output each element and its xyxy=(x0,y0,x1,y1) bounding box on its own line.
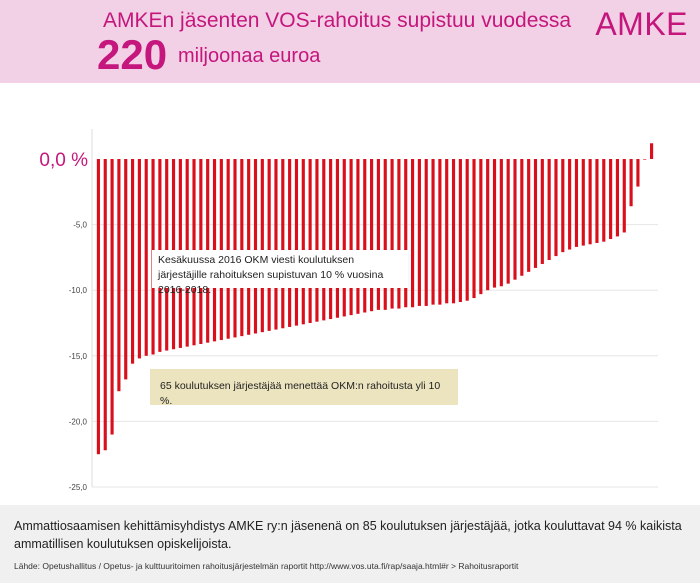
y-tick-label: -5,0 xyxy=(73,221,87,230)
bar xyxy=(308,159,312,323)
y-tick-label: -20,0 xyxy=(69,417,88,426)
bar xyxy=(356,159,360,314)
bar xyxy=(410,159,415,308)
note-okm-announcement: Kesäkuussa 2016 OKM viesti koulutuksen j… xyxy=(152,250,408,296)
bar xyxy=(602,159,606,242)
bar xyxy=(335,159,340,318)
bar xyxy=(615,159,620,237)
header-unit: miljoonaa euroa xyxy=(178,45,321,67)
y-tick-label: 0,0 % xyxy=(39,150,88,171)
bar xyxy=(329,159,333,320)
bar xyxy=(219,159,223,341)
header-banner: AMKEn jäsenten VOS-rahoitus supistuu vuo… xyxy=(0,0,700,83)
bar xyxy=(527,159,531,272)
bar xyxy=(137,159,141,359)
y-tick-label: -15,0 xyxy=(69,352,88,361)
bar xyxy=(240,159,244,337)
bar xyxy=(424,159,428,306)
bar xyxy=(554,159,558,257)
bar xyxy=(370,159,374,312)
bar xyxy=(349,159,353,316)
bar xyxy=(288,159,292,327)
bar xyxy=(96,159,100,455)
bar xyxy=(438,159,442,305)
bar xyxy=(110,159,114,435)
bar xyxy=(226,159,230,339)
bar xyxy=(363,159,367,313)
footer-source: Lähde: Opetushallitus / Opetus- ja kultt… xyxy=(14,561,519,571)
bar xyxy=(650,143,654,159)
bar xyxy=(301,159,305,325)
bar xyxy=(520,159,524,276)
bar xyxy=(479,159,483,295)
chart-area: 0,0 % -5,0 -10,0 -15,0 -20,0 -25,0 xyxy=(0,83,700,505)
bar xyxy=(568,159,572,250)
bar xyxy=(124,159,128,380)
bar xyxy=(376,159,380,310)
bar xyxy=(342,159,346,317)
bar xyxy=(267,159,271,331)
header-title: AMKEn jäsenten VOS-rahoitus supistuu vuo… xyxy=(103,9,572,32)
bar xyxy=(322,159,326,321)
bar xyxy=(506,159,510,284)
bar xyxy=(547,159,551,261)
bar xyxy=(609,159,613,240)
bar xyxy=(383,159,387,310)
bar xyxy=(499,159,503,287)
bar xyxy=(144,159,148,356)
bar xyxy=(417,159,421,306)
bar xyxy=(117,159,121,392)
bar xyxy=(103,159,107,451)
bar xyxy=(390,159,394,309)
y-tick-label: -25,0 xyxy=(69,483,88,492)
bar xyxy=(486,159,490,291)
bar xyxy=(281,159,285,329)
y-tick-label: -10,0 xyxy=(69,286,88,295)
bar xyxy=(629,159,633,207)
bar xyxy=(540,159,544,264)
note-providers-loss: 65 koulutuksen järjestäjää menettää OKM:… xyxy=(150,369,458,407)
bar xyxy=(294,159,299,326)
bar xyxy=(643,159,647,160)
bar xyxy=(465,159,469,301)
bar xyxy=(274,159,278,330)
footer: Ammattiosaamisen kehittämisyhdistys AMKE… xyxy=(0,505,700,583)
bar xyxy=(492,159,497,288)
bar xyxy=(404,159,408,308)
bar xyxy=(253,159,258,334)
bar xyxy=(445,159,449,304)
bar xyxy=(247,159,251,335)
bar xyxy=(458,159,462,303)
bar xyxy=(533,159,538,268)
bar xyxy=(622,159,626,233)
bar xyxy=(581,159,585,246)
bar xyxy=(561,159,565,253)
bar xyxy=(636,159,640,187)
bar xyxy=(574,159,579,247)
bar xyxy=(472,159,476,299)
footer-text: Ammattiosaamisen kehittämisyhdistys AMKE… xyxy=(14,519,682,551)
bar xyxy=(130,159,135,364)
bar xyxy=(260,159,264,333)
header-big-number: 220 xyxy=(97,31,168,78)
bar xyxy=(315,159,319,322)
bar-chart: 0,0 % -5,0 -10,0 -15,0 -20,0 -25,0 xyxy=(39,129,658,492)
bar xyxy=(431,159,435,305)
amke-logo: AMKE xyxy=(595,6,688,42)
bar xyxy=(595,159,599,243)
bar xyxy=(588,159,592,245)
bar xyxy=(451,159,456,304)
bar xyxy=(397,159,401,309)
bar xyxy=(233,159,237,338)
bar xyxy=(513,159,517,280)
